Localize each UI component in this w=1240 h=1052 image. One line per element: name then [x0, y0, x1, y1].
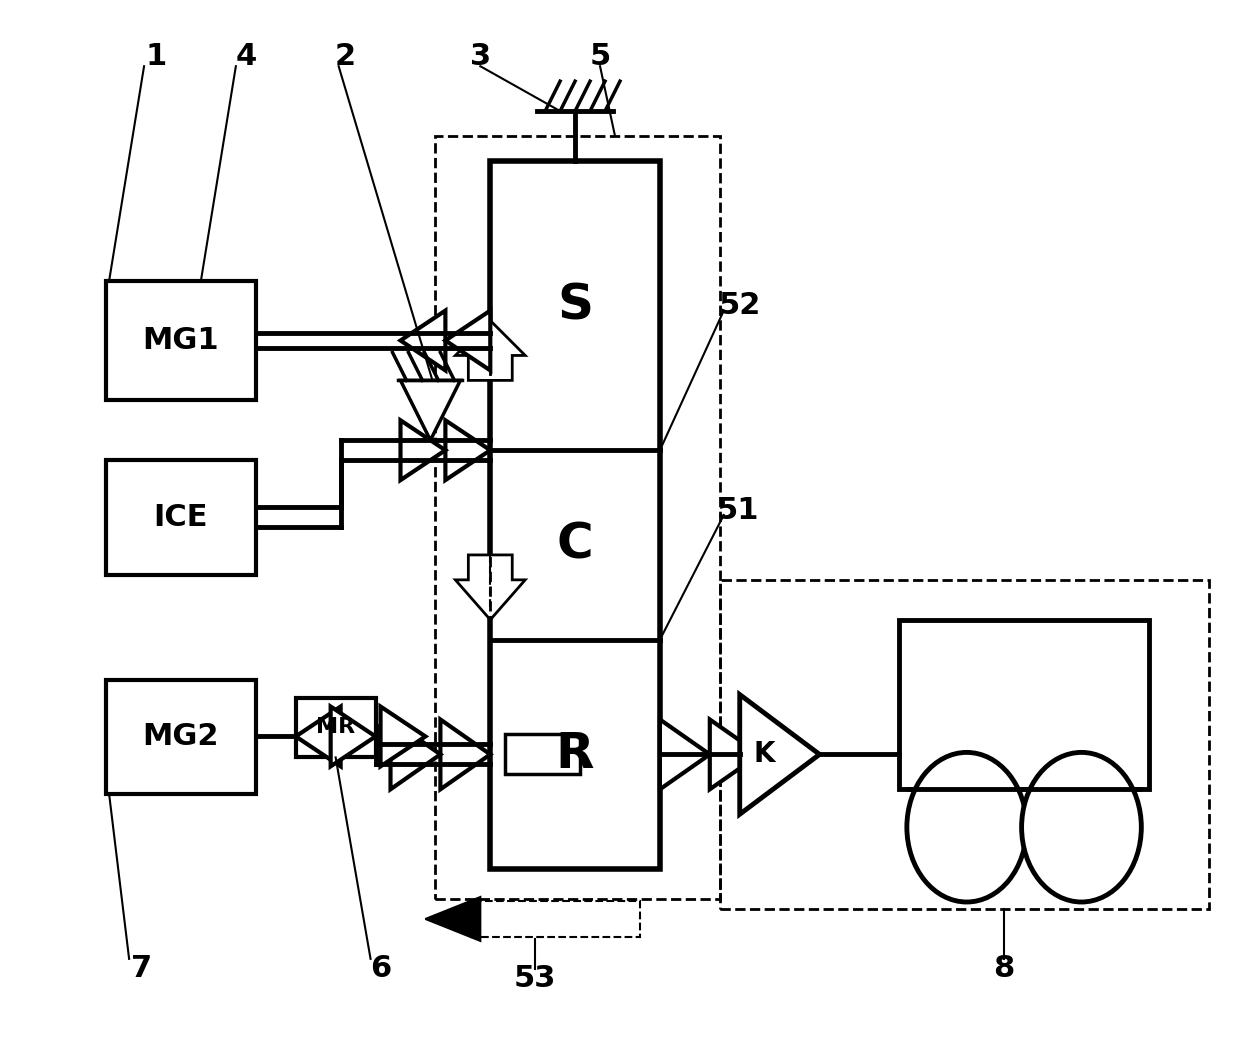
Polygon shape [425, 897, 480, 940]
Text: K: K [754, 741, 775, 768]
FancyBboxPatch shape [107, 680, 255, 794]
Ellipse shape [1022, 752, 1141, 902]
FancyBboxPatch shape [107, 460, 255, 574]
Polygon shape [401, 381, 460, 440]
Polygon shape [331, 707, 376, 766]
Text: MR: MR [316, 717, 355, 737]
FancyBboxPatch shape [505, 734, 580, 774]
Polygon shape [401, 421, 445, 480]
FancyBboxPatch shape [490, 161, 660, 869]
Text: 52: 52 [718, 291, 761, 320]
Polygon shape [381, 707, 425, 766]
Text: C: C [557, 521, 594, 569]
Text: 7: 7 [130, 954, 151, 984]
Polygon shape [455, 321, 526, 381]
Text: 5: 5 [589, 42, 610, 70]
Polygon shape [709, 720, 760, 789]
Polygon shape [445, 310, 490, 370]
Text: R: R [556, 730, 594, 778]
Text: 1: 1 [145, 42, 166, 70]
Text: 3: 3 [470, 42, 491, 70]
Polygon shape [740, 694, 820, 814]
Text: MG2: MG2 [143, 722, 219, 751]
Text: 2: 2 [335, 42, 356, 70]
Polygon shape [391, 720, 440, 789]
Text: 6: 6 [370, 954, 391, 984]
Polygon shape [440, 720, 490, 789]
Polygon shape [401, 310, 445, 370]
FancyBboxPatch shape [899, 620, 1148, 789]
Text: S: S [557, 282, 593, 329]
Polygon shape [455, 554, 526, 620]
Text: ICE: ICE [154, 503, 208, 531]
Text: 8: 8 [993, 954, 1014, 984]
FancyBboxPatch shape [470, 901, 640, 937]
Text: 51: 51 [717, 495, 759, 525]
Text: 53: 53 [515, 965, 557, 993]
Polygon shape [295, 707, 341, 766]
Ellipse shape [906, 752, 1027, 902]
Text: 4: 4 [236, 42, 257, 70]
Text: MG1: MG1 [143, 326, 219, 355]
FancyBboxPatch shape [107, 281, 255, 401]
Polygon shape [445, 421, 490, 480]
Polygon shape [660, 720, 709, 789]
FancyBboxPatch shape [295, 697, 376, 757]
